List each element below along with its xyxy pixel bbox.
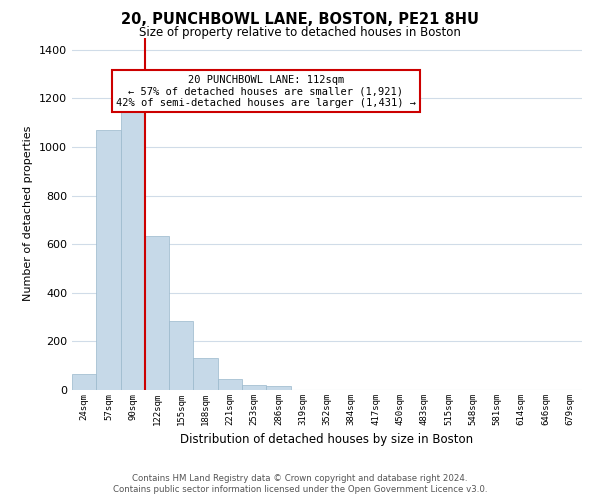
Bar <box>193 358 218 390</box>
Text: Contains HM Land Registry data © Crown copyright and database right 2024.
Contai: Contains HM Land Registry data © Crown c… <box>113 474 487 494</box>
Text: 20 PUNCHBOWL LANE: 112sqm
← 57% of detached houses are smaller (1,921)
42% of se: 20 PUNCHBOWL LANE: 112sqm ← 57% of detac… <box>116 74 416 108</box>
Bar <box>145 236 169 390</box>
Bar <box>121 109 145 390</box>
Bar <box>266 386 290 390</box>
Y-axis label: Number of detached properties: Number of detached properties <box>23 126 34 302</box>
Bar <box>242 385 266 390</box>
Bar <box>169 320 193 390</box>
Bar <box>218 378 242 390</box>
Text: 20, PUNCHBOWL LANE, BOSTON, PE21 8HU: 20, PUNCHBOWL LANE, BOSTON, PE21 8HU <box>121 12 479 28</box>
X-axis label: Distribution of detached houses by size in Boston: Distribution of detached houses by size … <box>181 434 473 446</box>
Text: Size of property relative to detached houses in Boston: Size of property relative to detached ho… <box>139 26 461 39</box>
Bar <box>96 130 121 390</box>
Bar <box>72 374 96 390</box>
